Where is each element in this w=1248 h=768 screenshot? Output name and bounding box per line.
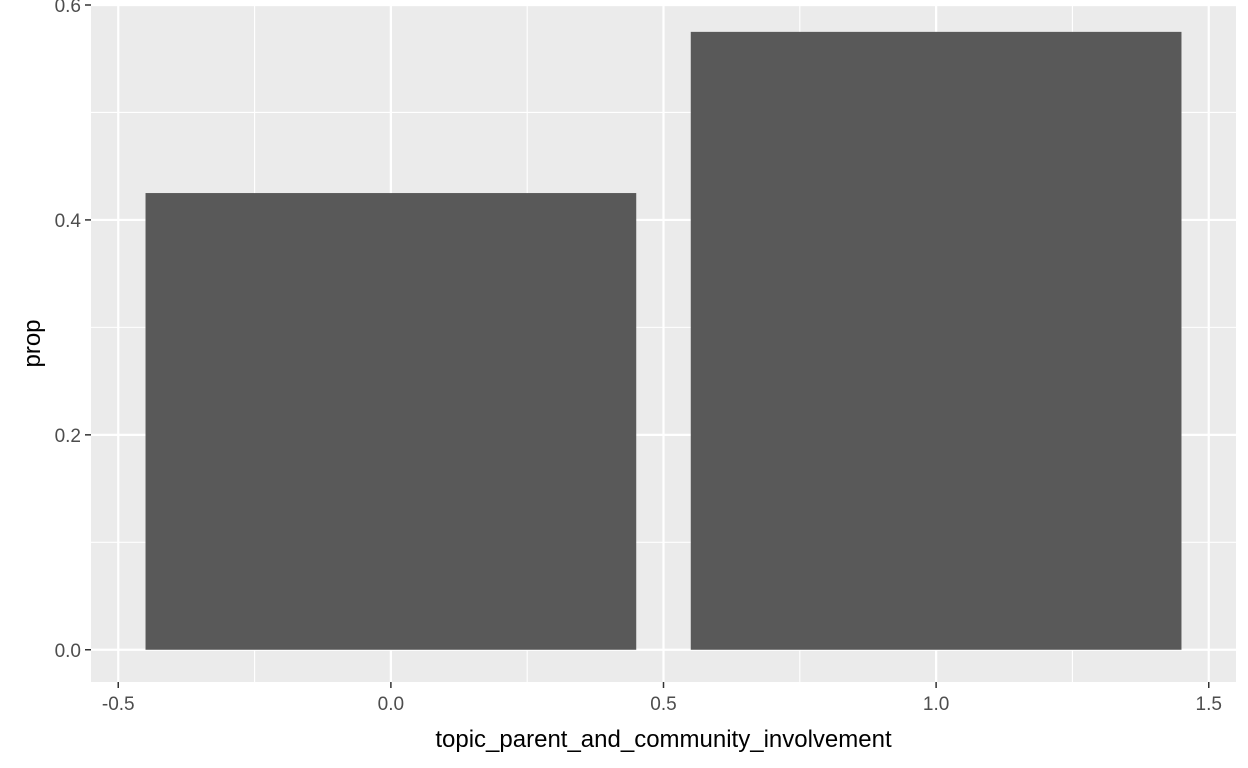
x-tick-label: 1.5	[1196, 694, 1222, 715]
bars	[145, 31, 1182, 650]
x-axis-title: topic_parent_and_community_involvement	[435, 726, 892, 753]
y-tick-label: 0.6	[55, 0, 81, 17]
y-tick-label: 0.0	[55, 641, 81, 662]
x-tick-label: -0.5	[102, 694, 135, 715]
bar-0	[145, 193, 637, 650]
x-tick-label: 0.5	[650, 694, 676, 715]
x-tick-label: 1.0	[923, 694, 949, 715]
y-axis-title: prop	[19, 319, 46, 367]
y-tick-label: 0.4	[55, 211, 82, 232]
x-axis: -0.5 0.0 0.5 1.0 1.5	[102, 682, 1222, 715]
y-axis: 0.0 0.2 0.4 0.6	[55, 0, 91, 662]
x-tick-label: 0.0	[378, 694, 404, 715]
bar-1	[690, 31, 1182, 650]
y-tick-label: 0.2	[55, 426, 81, 447]
